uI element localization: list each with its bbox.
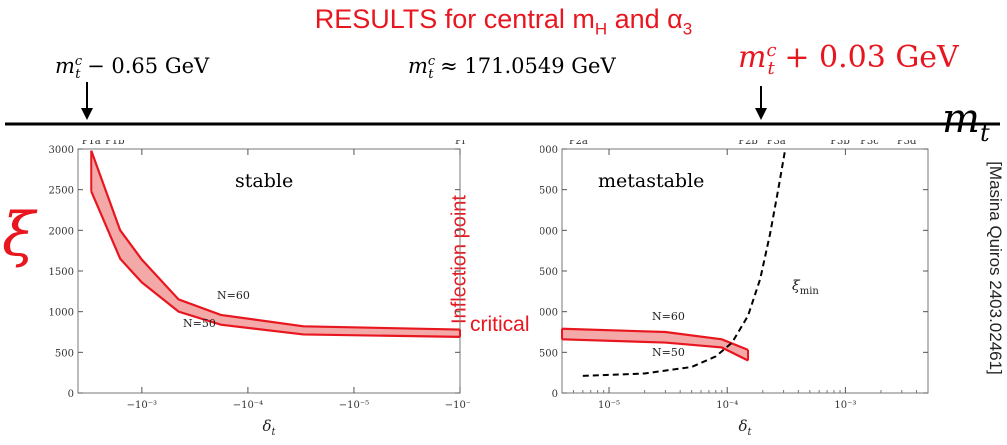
y-tick-label: 0 <box>68 389 74 400</box>
critical-label: critical <box>470 313 530 336</box>
mt-label-mid: mct ≈ 171.0549 GeV <box>408 54 616 83</box>
series-label-n60: N=60 <box>217 289 250 302</box>
series-label-n50: N=50 <box>183 317 216 330</box>
y-tick-label: 1500 <box>540 267 558 278</box>
point-label-p3a: P3a <box>767 140 786 147</box>
mt-axis <box>5 82 1000 126</box>
x-tick-label: −10⁻³ <box>127 400 157 411</box>
chart-stable: 0 500 1000 1500 2000 2500 3000 −10⁻³ −10⁻⁴ −10⁻⁵ −… <box>49 140 470 438</box>
arrow-down-icon <box>755 86 767 120</box>
arrow-down-icon <box>81 82 93 120</box>
point-label-p3b: P3b <box>830 140 850 147</box>
panel-label: stable <box>235 170 293 192</box>
y-tick-label: 2000 <box>540 226 558 237</box>
point-label-p3d: P3d <box>897 140 917 147</box>
y-tick-label: 3000 <box>49 145 74 156</box>
mt-axis-symbol: mt <box>942 96 990 147</box>
y-tick-label: 2500 <box>49 186 74 197</box>
x-tick-label: 10⁻³ <box>834 400 856 411</box>
x-tick-label: 10⁻⁴ <box>716 400 738 411</box>
x-tick-label: −10⁻⁴ <box>233 400 263 411</box>
series-line-n60 <box>90 150 461 331</box>
mt-label-right: mct + 0.03 GeV <box>738 40 959 79</box>
y-tick-label: 2500 <box>540 186 558 197</box>
panel-label: metastable <box>598 170 704 192</box>
chart-metastable: 0 500 1000 1500 2000 2500 3000 10⁻⁵ 10⁻⁴ 10⁻³ P2a P… <box>540 140 929 438</box>
y-tick-label: 500 <box>540 348 558 359</box>
series-line-n50 <box>561 338 749 362</box>
y-tick-label: 2000 <box>49 226 74 237</box>
point-label-p3c: P3c <box>860 140 879 147</box>
series-label-n60: N=60 <box>652 310 685 323</box>
y-tick-label: 0 <box>552 389 558 400</box>
mt-label-left: mct − 0.65 GeV <box>55 54 210 83</box>
series-line-n60 <box>561 327 749 351</box>
point-label-p1a: P1a <box>82 140 101 147</box>
y-tick-label: 1000 <box>540 308 558 319</box>
series-line-n50 <box>90 190 461 338</box>
x-axis-label: δt <box>738 417 752 438</box>
uncertainty-band <box>562 328 749 361</box>
reference-label: [Masina Quiros 2403.02461] <box>986 161 1005 375</box>
x-tick-label: −10⁻⁵ <box>339 400 369 411</box>
page-title: RESULTS for central mH and α3 <box>314 4 693 39</box>
xi-symbol-left: ξ <box>2 200 36 270</box>
y-tick-label: 1500 <box>49 267 74 278</box>
point-label-pi: Pi <box>455 140 465 147</box>
point-label-p1b: P1b <box>105 140 125 147</box>
y-tick-label: 1000 <box>49 308 74 319</box>
x-axis-label: δt <box>262 417 276 438</box>
y-tick-label: 500 <box>55 348 74 359</box>
series-line-xi-min <box>582 148 787 377</box>
series-label-n50: N=50 <box>652 346 685 359</box>
x-tick-label: 10⁻⁵ <box>598 400 620 411</box>
point-label-p2a: P2a <box>569 140 588 147</box>
point-label-p2b: P2b <box>738 140 758 147</box>
series-label-xi-min: ξmin <box>792 278 819 297</box>
y-tick-label: 3000 <box>540 145 558 156</box>
x-tick-label: −10⁻⁶ <box>445 400 470 411</box>
